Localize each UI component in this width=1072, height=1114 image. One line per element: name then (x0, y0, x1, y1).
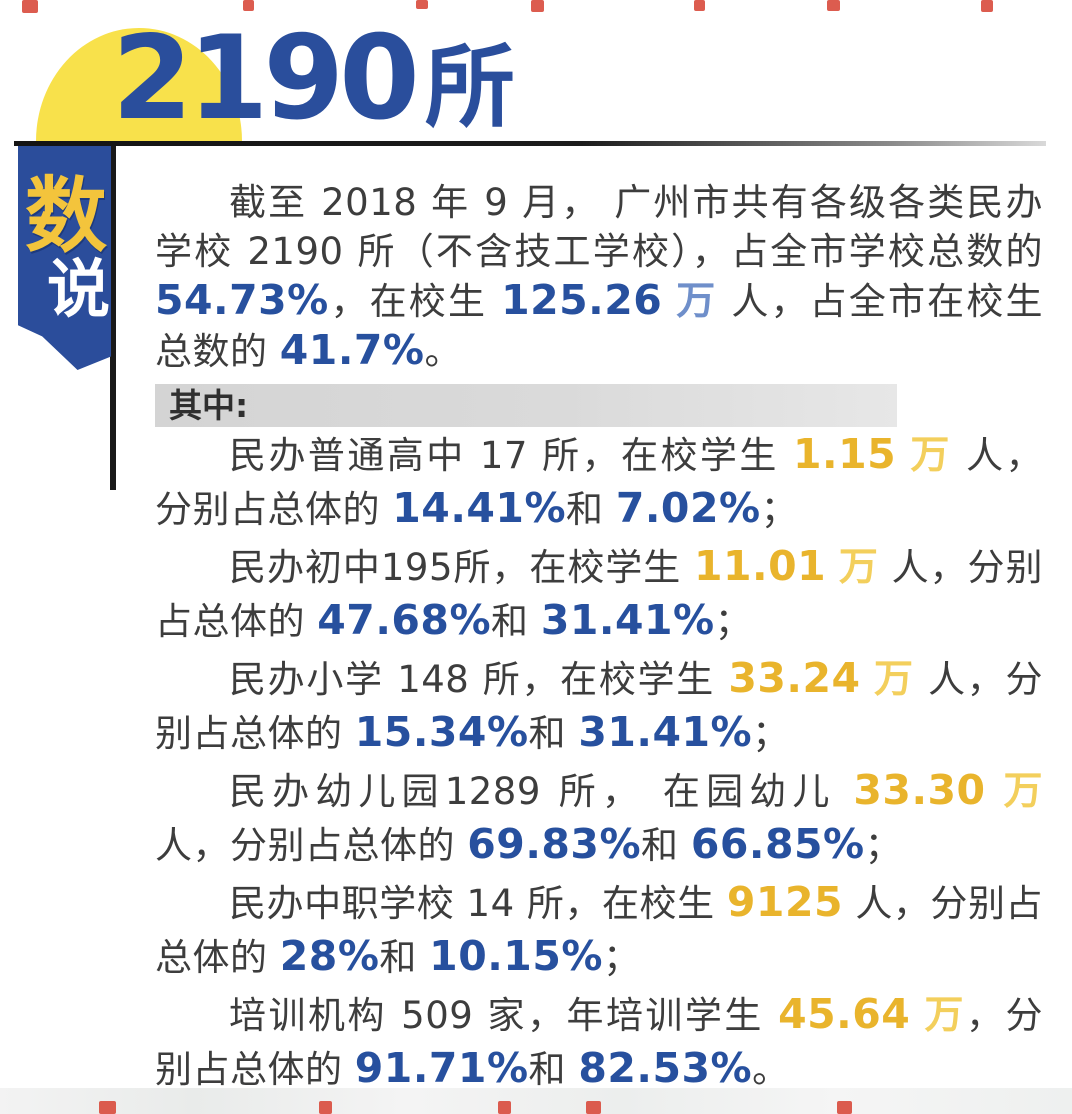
intro-paragraph: 截至 2018 年 9 月， 广州市共有各级各类民办学校 2190 所（不含技工… (155, 181, 1043, 374)
stat-item-primary-school: 民办小学 148 所，在校学生 33.24 万 人，分别占总体的 15.34%和… (155, 654, 1043, 756)
red-crop-mark (99, 1101, 116, 1114)
stat-item-kindergarten: 民办幼儿园1289 所， 在园幼儿 33.30 万 人，分别占总体的 69.83… (155, 766, 1043, 868)
headline-unit: 所 (424, 35, 515, 140)
headline: 2190 所 (112, 18, 515, 144)
vertical-divider (110, 146, 116, 490)
red-crop-mark (837, 1101, 852, 1114)
red-crop-mark (243, 0, 254, 11)
red-crop-mark (827, 0, 840, 11)
ribbon-char-bottom: 说 (47, 253, 110, 326)
red-crop-mark (319, 1101, 332, 1114)
red-crop-mark (586, 1101, 601, 1114)
stat-item-training-institution: 培训机构 509 家，年培训学生 45.64 万，分别占总体的 91.71%和 … (155, 990, 1044, 1092)
section-label: 其中: (169, 386, 249, 425)
red-crop-mark (416, 0, 428, 9)
stat-list: 民办普通高中 17 所，在校学生 1.15 万 人，分别占总体的 14.41%和… (155, 428, 1043, 1100)
stat-item-high-school: 民办普通高中 17 所，在校学生 1.15 万 人，分别占总体的 14.41%和… (155, 430, 1044, 532)
ribbon-char-top: 数 (25, 169, 108, 264)
horizontal-divider (14, 141, 1046, 146)
red-crop-mark (531, 0, 544, 12)
headline-number: 2190 (112, 11, 420, 146)
ribbon-badge: 数 说 (18, 146, 111, 370)
red-crop-mark (981, 0, 993, 12)
red-crop-mark (22, 0, 38, 13)
stat-item-middle-school: 民办初中195所，在校学生 11.01 万 人，分别占总体的 47.68%和 3… (155, 542, 1043, 644)
red-crop-mark (498, 1101, 511, 1114)
red-crop-mark (694, 0, 705, 11)
section-bar: 其中: (155, 384, 897, 427)
stat-item-vocational-school: 民办中职学校 14 所，在校生 9125 人，分别占总体的 28%和 10.15… (155, 878, 1043, 980)
bottom-band (0, 1088, 1072, 1114)
